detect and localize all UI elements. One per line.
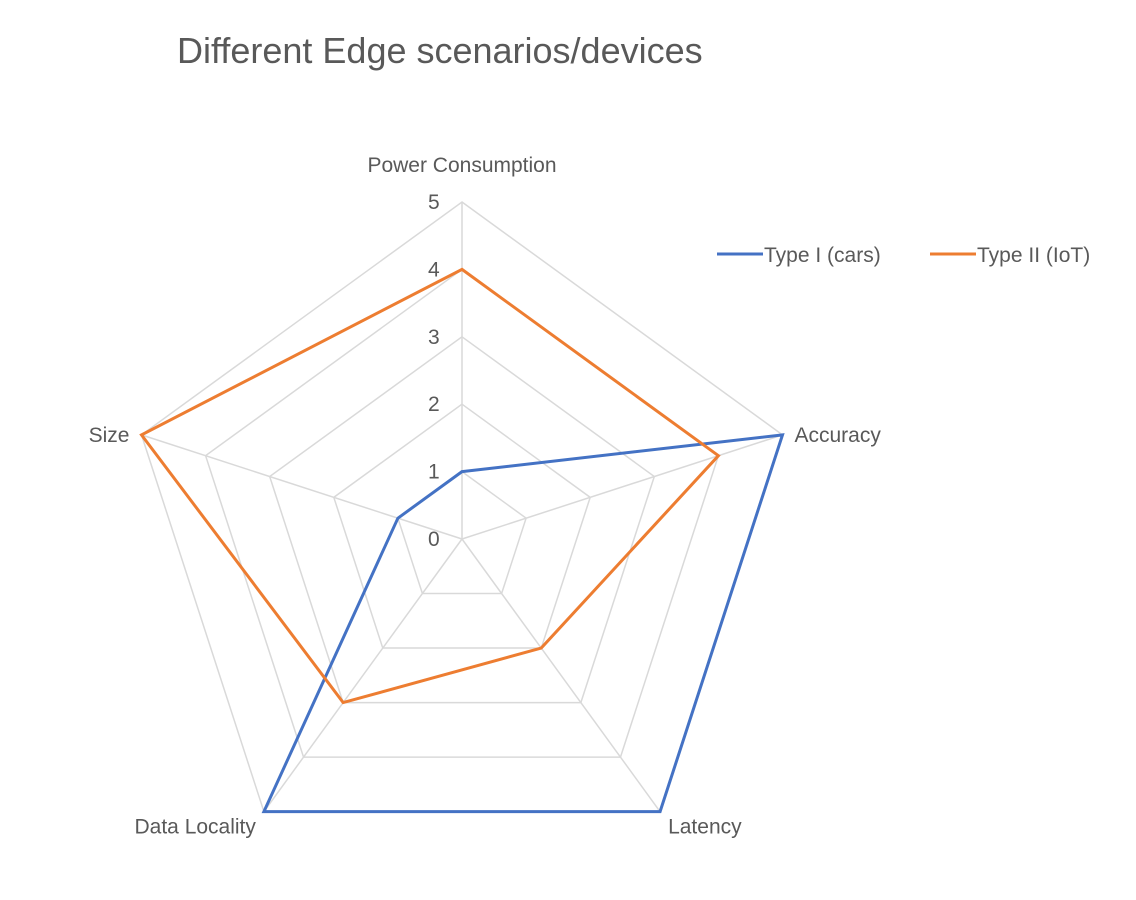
legend-label: Type I (cars) bbox=[764, 244, 881, 267]
grid-layer bbox=[140, 201, 784, 813]
axis-label: Latency bbox=[668, 816, 742, 839]
grid-spoke bbox=[263, 538, 463, 813]
tick-label: 1 bbox=[428, 461, 440, 484]
tick-label: 5 bbox=[428, 191, 440, 214]
tick-label: 4 bbox=[428, 258, 440, 281]
series-layer bbox=[139, 267, 785, 814]
axis-label-layer: Power Consumption Accuracy Latency Data Loc… bbox=[89, 154, 882, 839]
series-line-1 bbox=[261, 433, 785, 814]
legend-label: Type II (IoT) bbox=[977, 244, 1090, 267]
axis-label: Power Consumption bbox=[367, 154, 556, 177]
tick-label: 0 bbox=[428, 528, 440, 551]
axis-label: Size bbox=[89, 424, 130, 447]
series-line-2 bbox=[139, 267, 721, 705]
chart-title: Different Edge scenarios/devices bbox=[177, 30, 703, 71]
axis-label: Accuracy bbox=[795, 424, 882, 447]
legend: Type I (cars) Type II (IoT) bbox=[717, 244, 1090, 267]
grid-spoke bbox=[461, 538, 661, 813]
tick-layer: 0 1 2 3 4 5 bbox=[428, 191, 440, 551]
tick-label: 2 bbox=[428, 393, 440, 416]
grid-spoke bbox=[141, 434, 463, 540]
grid-ring-2 bbox=[332, 403, 592, 649]
tick-label: 3 bbox=[428, 326, 440, 349]
axis-label: Data Locality bbox=[135, 816, 257, 839]
grid-spoke bbox=[461, 434, 783, 540]
